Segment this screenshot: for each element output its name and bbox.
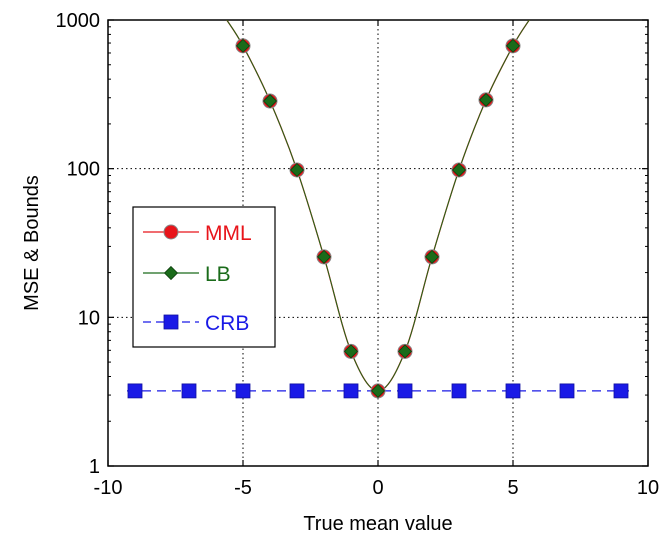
legend-label-crb: CRB (205, 312, 249, 335)
legend-box (132, 206, 276, 348)
lb-point (235, 38, 251, 53)
lb-point (505, 38, 521, 53)
axis-ticks: -10 -5 0 5 10 1 10 100 1000 (56, 10, 660, 499)
lb-point (262, 93, 278, 109)
lb-point (370, 383, 386, 398)
lb-point (451, 162, 467, 178)
lb-point (424, 249, 440, 264)
lb-point (289, 162, 305, 178)
y-axis-label: MSE & Bounds (21, 175, 43, 311)
x-tick-label: 0 (372, 477, 383, 499)
legend-marker-crb (163, 314, 179, 330)
crb-point (613, 383, 629, 399)
crb-point (289, 383, 305, 399)
y-tick-label: 1 (89, 456, 100, 478)
crb-point (397, 383, 413, 399)
y-tick-label: 10 (78, 307, 100, 329)
legend: MML LB CRB (132, 206, 276, 348)
lb-point (478, 92, 494, 107)
crb-point (181, 383, 197, 399)
x-axis-label: True mean value (303, 513, 452, 535)
x-tick-label: -5 (234, 477, 252, 499)
series-layer (127, 20, 629, 399)
lb-point (397, 344, 413, 359)
crb-point (505, 383, 521, 399)
legend-label-lb: LB (205, 263, 231, 286)
lb-point (316, 249, 332, 264)
crb-point (127, 383, 143, 399)
lb-point (343, 344, 359, 359)
x-tick-label: 10 (637, 477, 659, 499)
legend-label-mml: MML (205, 222, 252, 245)
legend-marker-lb (163, 265, 179, 281)
crb-point (451, 383, 467, 399)
x-tick-label: 5 (507, 477, 518, 499)
crb-point (559, 383, 575, 399)
x-tick-label: -10 (94, 477, 123, 499)
y-tick-label: 1000 (56, 10, 101, 32)
legend-marker-mml (163, 224, 179, 240)
crb-point (343, 383, 359, 399)
crb-point (235, 383, 251, 399)
y-tick-label: 100 (67, 159, 100, 181)
